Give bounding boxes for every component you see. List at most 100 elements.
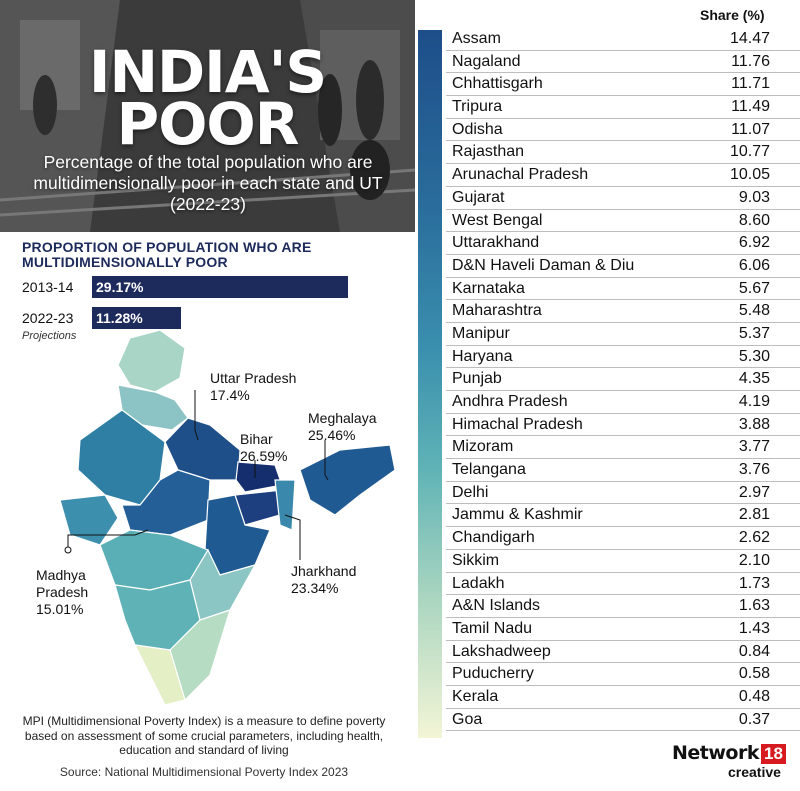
- table-row: West Bengal 8.60: [446, 210, 800, 233]
- state-share-value: 6.06: [738, 256, 770, 274]
- logo-number-badge: 18: [760, 744, 786, 764]
- callout-state-line1: Madhya: [36, 567, 86, 583]
- callout-line-meghalaya: [324, 440, 329, 481]
- mpi-definition-note: MPI (Multidimensional Poverty Index) is …: [22, 714, 386, 757]
- state-name: Arunachal Pradesh: [452, 166, 589, 184]
- state-share-value: 2.62: [738, 529, 770, 547]
- table-row: Delhi 2.97: [446, 482, 800, 505]
- table-row: Telangana 3.76: [446, 459, 800, 482]
- state-name: Nagaland: [452, 52, 521, 70]
- table-row: Mizoram 3.77: [446, 436, 800, 460]
- callout-value: 26.59%: [240, 448, 288, 464]
- table-row: Maharashtra 5.48: [446, 300, 800, 323]
- state-name: Jammu & Kashmir: [452, 506, 583, 524]
- state-name: Mizoram: [452, 438, 514, 456]
- map-region-west-bengal: [274, 479, 296, 531]
- state-name: Odisha: [452, 120, 503, 138]
- table-row: Uttarakhand 6.92: [446, 232, 800, 255]
- state-share-value: 0.48: [738, 687, 770, 705]
- state-share-value: 2.97: [738, 483, 770, 501]
- callout-state-line2: Pradesh: [36, 584, 89, 600]
- proportion-row-2013: 2013-14 29.17%: [22, 276, 348, 298]
- table-row: Tripura 11.49: [446, 96, 800, 119]
- state-name: Telangana: [452, 461, 526, 479]
- state-share-value: 2.81: [738, 506, 770, 524]
- callout-jharkhand: Jharkhand 23.34%: [291, 563, 356, 597]
- state-name: Goa: [452, 710, 483, 728]
- table-row: Manipur 5.37: [446, 323, 800, 346]
- table-row: Puducherry 0.58: [446, 663, 800, 686]
- state-name: A&N Islands: [452, 597, 541, 615]
- state-name: Sikkim: [452, 551, 500, 569]
- state-name: Puducherry: [452, 665, 534, 683]
- state-share-value: 5.37: [738, 324, 770, 342]
- state-share-value: 3.76: [738, 461, 770, 479]
- state-share-value: 1.73: [738, 574, 770, 592]
- callout-state: Jharkhand: [291, 563, 357, 579]
- state-share-value: 11.71: [731, 75, 770, 93]
- callout-state: Bihar: [240, 431, 273, 447]
- state-name: Chhattisgarh: [452, 75, 543, 93]
- state-share-value: 0.37: [738, 710, 770, 728]
- state-name: Gujarat: [452, 188, 505, 206]
- table-row: Karnataka 5.67: [446, 278, 800, 301]
- india-map: [60, 330, 396, 706]
- state-name: Lakshadweep: [452, 642, 551, 660]
- callout-uttar-pradesh: Uttar Pradesh 17.4%: [210, 370, 296, 404]
- callout-value: 25.46%: [308, 427, 356, 443]
- network18-creative-logo: Network 18 creative: [672, 742, 786, 780]
- table-row: Gujarat 9.03: [446, 187, 800, 210]
- state-share-value: 5.30: [738, 347, 770, 365]
- map-region-gujarat: [60, 494, 119, 546]
- proportion-row-2022: 2022-23 11.28%: [22, 307, 181, 329]
- state-name: West Bengal: [452, 211, 543, 229]
- table-row: Sikkim 2.10: [446, 550, 800, 573]
- source-note: Source: National Multidimensional Povert…: [59, 765, 349, 779]
- proportion-bar: 11.28%: [92, 307, 181, 329]
- map-region-bihar: [235, 461, 283, 493]
- table-row: Haryana 5.30: [446, 346, 800, 369]
- state-name: Andhra Pradesh: [452, 393, 568, 410]
- state-name: Karnataka: [452, 279, 525, 297]
- callout-line-mp: [67, 529, 149, 550]
- state-name: Chandigarh: [452, 529, 535, 547]
- state-share-value: 0.84: [738, 642, 770, 660]
- state-share-value: 0.58: [738, 665, 770, 683]
- state-name: Punjab: [452, 370, 502, 388]
- state-share-value: 5.48: [738, 302, 770, 320]
- state-name: Uttarakhand: [452, 234, 540, 252]
- table-row: Kerala 0.48: [446, 686, 800, 709]
- state-name: Kerala: [452, 687, 499, 705]
- state-share-value: 1.63: [738, 597, 770, 615]
- table-row: Odisha 11.07: [446, 119, 800, 142]
- state-name: Manipur: [452, 324, 510, 342]
- callout-value: 23.34%: [291, 580, 339, 596]
- state-name: Delhi: [452, 483, 489, 501]
- table-row: Chandigarh 2.62: [446, 527, 800, 550]
- state-share-value: 4.19: [738, 393, 770, 410]
- table-row: Jammu & Kashmir 2.81: [446, 504, 800, 528]
- color-gradient-bar: [418, 30, 442, 738]
- table-row: Tamil Nadu 1.43: [446, 618, 800, 641]
- proportion-year: 2013-14: [22, 279, 74, 295]
- state-name: Haryana: [452, 347, 513, 365]
- state-share-value: 9.03: [738, 188, 770, 206]
- logo-network-text: Network: [672, 742, 759, 764]
- state-share-value: 2.10: [738, 551, 770, 569]
- table-row: Rajasthan 10.77: [446, 141, 800, 165]
- projections-note: Projections: [22, 330, 77, 342]
- state-name: Rajasthan: [452, 143, 525, 161]
- callout-state: Uttar Pradesh: [210, 370, 297, 386]
- state-name: Tripura: [452, 98, 503, 116]
- map-region-northeast: [299, 444, 396, 516]
- callout-value: 17.4%: [210, 387, 250, 403]
- table-row: Nagaland 11.76: [446, 51, 800, 74]
- state-name: Assam: [452, 30, 501, 47]
- street-photo-background: [0, 0, 415, 232]
- state-name: D&N Haveli Daman & Diu: [452, 256, 635, 274]
- state-share-value: 6.92: [738, 234, 770, 252]
- state-share-value: 11.49: [731, 98, 770, 116]
- proportion-year: 2022-23: [22, 310, 74, 326]
- table-row: Arunachal Pradesh 10.05: [446, 164, 800, 187]
- callout-line-jharkhand: [284, 514, 301, 560]
